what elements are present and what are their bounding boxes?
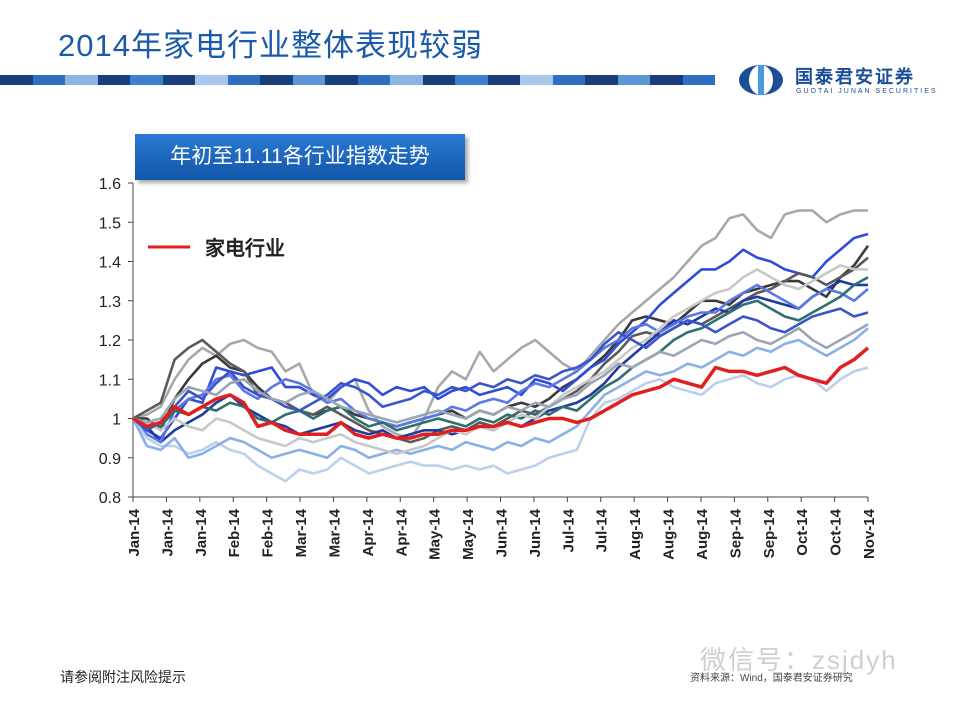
x-tick-label: Aug-14 [694,508,711,559]
x-tick-label: Sep-14 [761,508,778,558]
series-line-s12 [132,323,869,424]
x-tick-label: Feb-14 [226,508,243,557]
series-line-s1 [132,209,868,440]
chart-legend: 家电行业 [148,236,285,260]
stripe-segment [617,75,650,85]
stripe-segment [455,75,488,85]
stripe-segment [552,75,585,85]
risk-disclaimer: 请参阅附注风险提示 [60,669,186,685]
x-tick-label: Oct-14 [794,508,811,555]
series-line-s3 [132,232,869,440]
x-tick-label: Nov-14 [861,508,878,559]
x-tick-label: Jun-14 [527,508,544,557]
stripe-segment [162,75,195,85]
logo-name-en: GUOTAI JUNAN SECURITIES [796,88,938,95]
y-tick-label: 0.8 [99,490,121,507]
stripe-segment [130,75,163,85]
legend-label-home-appliance: 家电行业 [205,236,285,260]
stripe-segment [32,75,65,85]
wechat-watermark: 微信号：zsjdyh [700,645,898,675]
stripe-segment [682,75,715,85]
page-title: 2014年家电行业整体表现较弱 [58,28,483,63]
stripe-segment [390,75,423,85]
stripe-segment [650,75,683,85]
x-tick-label: Jan-14 [126,508,143,556]
data-source: 资料来源：Wind，国泰君安证券研究 [690,673,853,684]
y-tick-label: 1.6 [99,176,121,193]
x-tick-label: Jan-14 [159,508,176,556]
stripe-segment [195,75,228,85]
y-tick-label: 1.2 [99,333,121,350]
stripe-segment [260,75,293,85]
x-tick-label: Mar-14 [293,508,310,557]
y-tick-label: 1.3 [99,294,121,311]
x-tick-label: Jun-14 [494,508,511,557]
x-tick-label: Feb-14 [260,508,277,557]
stripe-segment [0,75,33,85]
y-tick-label: 1.4 [99,255,121,272]
logo-name-cn: 国泰君安证券 [795,67,915,87]
x-tick-label: Jan-14 [193,508,210,556]
stripe-segment [325,75,358,85]
x-tick-label: Apr-14 [360,508,377,556]
x-tick-label: May-14 [460,508,477,560]
header-stripe [0,75,715,85]
series-line-s9 [132,276,869,432]
stripe-segment [227,75,260,85]
company-logo [739,65,783,95]
stripe-segment [97,75,130,85]
series-line-s10 [132,264,868,456]
x-tick-label: Apr-14 [393,508,410,556]
series-line-s6 [132,283,869,444]
y-tick-label: 1 [112,412,121,429]
x-tick-label: Sep-14 [727,508,744,558]
chart-series [131,209,870,483]
x-tick-label: Jul-14 [560,508,577,552]
x-tick-label: Jul-14 [594,508,611,552]
x-tick-label: Aug-14 [627,508,644,559]
stripe-segment [422,75,455,85]
series-line-s8 [131,327,869,460]
x-tick-label: Oct-14 [828,508,845,555]
stripe-segment [487,75,520,85]
chart-title: 年初至11.11各行业指数走势 [135,134,465,180]
stripe-segment [65,75,98,85]
series-line-s11 [132,307,869,432]
stripe-segment [520,75,553,85]
chart-axes: 0.8 0.9 1 1.1 1.2 1.3 1.4 1.5 1.6 Jan-14 Jan-14 Jan… [99,176,878,560]
x-tick-label: Aug-14 [661,508,678,559]
x-tick-label: May-14 [427,508,444,560]
series-line-home-appliance [132,346,870,440]
stripe-segment [585,75,618,85]
x-tick-label: Mar-14 [326,508,343,557]
y-tick-label: 1.1 [99,372,121,389]
series-line-s7 [131,366,869,483]
y-tick-label: 1.5 [99,215,121,232]
y-tick-label: 0.9 [99,451,121,468]
stripe-segment [357,75,390,85]
stripe-segment [292,75,325,85]
